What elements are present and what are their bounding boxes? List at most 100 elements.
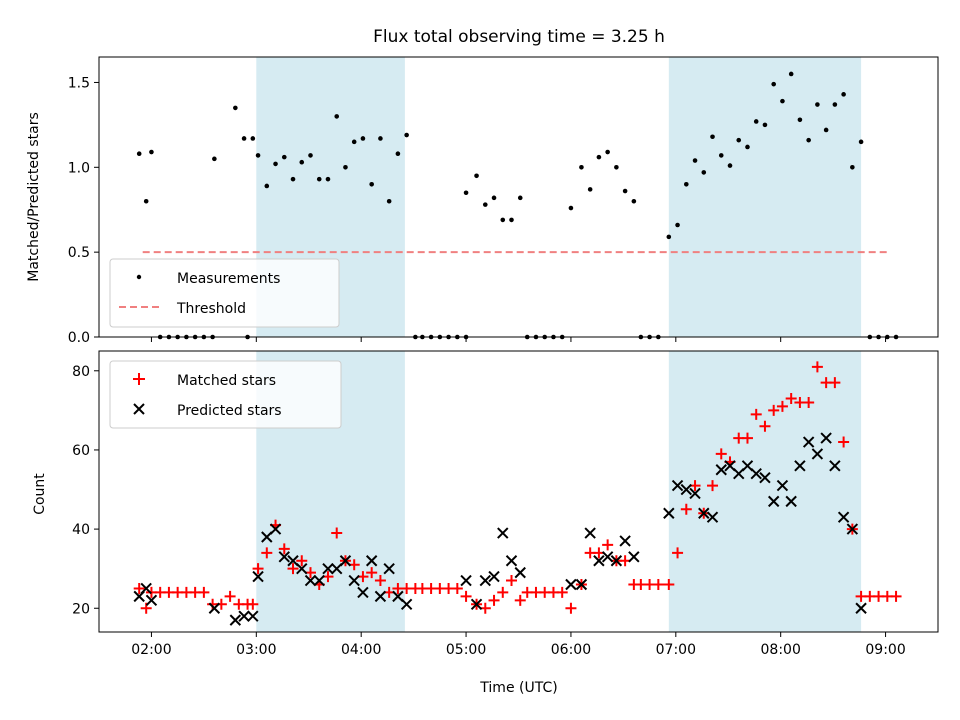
legend-measurements-icon bbox=[136, 274, 142, 280]
measurement-point bbox=[334, 114, 340, 119]
predicted-star-point bbox=[247, 610, 259, 622]
measurement-point bbox=[463, 190, 469, 196]
measurement-point bbox=[517, 195, 523, 201]
predicted-star-point bbox=[313, 574, 325, 587]
top-legend-box bbox=[109, 258, 340, 328]
bottom-legend: Matched stars Predicted stars bbox=[109, 360, 342, 429]
predicted-star-point bbox=[339, 555, 352, 567]
matched-star-point bbox=[750, 408, 762, 420]
measurement-point bbox=[832, 102, 838, 107]
legend-predicted-label: Predicted stars bbox=[177, 403, 282, 419]
measurement-point bbox=[797, 117, 803, 123]
measurement-point bbox=[815, 102, 820, 107]
legend-measurements-label: Measurements bbox=[177, 271, 280, 287]
measurement-point bbox=[316, 176, 322, 182]
bottom-xtick-label: 08:00 bbox=[761, 642, 801, 658]
bottom-ytick-label: 60 bbox=[72, 443, 90, 459]
predicted-star-point bbox=[671, 479, 684, 492]
predicted-star-point bbox=[829, 460, 841, 472]
matched-star-point bbox=[366, 567, 378, 579]
matched-star-point bbox=[331, 527, 343, 539]
top-ytick-label: 1.0 bbox=[68, 160, 90, 176]
predicted-star-point bbox=[365, 555, 378, 567]
figure-title: Flux total observing time = 3.25 h bbox=[373, 27, 665, 47]
measurement-point bbox=[482, 202, 488, 207]
matched-star-point bbox=[652, 579, 664, 591]
bottom-xtick-label: 05:00 bbox=[446, 642, 486, 658]
measurement-point bbox=[241, 136, 247, 141]
matched-star-point bbox=[785, 392, 797, 404]
top-axes-frame bbox=[98, 56, 939, 338]
matched-star-point bbox=[890, 590, 902, 602]
predicted-star-point bbox=[497, 527, 509, 539]
matched-star-point bbox=[451, 582, 463, 594]
matched-star-point bbox=[829, 377, 841, 389]
measurement-point bbox=[587, 187, 593, 192]
bottom-ytick-label: 80 bbox=[72, 364, 90, 380]
predicted-star-point bbox=[348, 574, 360, 587]
predicted-star-point bbox=[460, 574, 472, 587]
measurement-point bbox=[841, 92, 846, 97]
predicted-star-point bbox=[680, 483, 693, 496]
measurement-point bbox=[386, 198, 392, 204]
measurement-point bbox=[212, 156, 217, 162]
measurement-point bbox=[666, 234, 672, 240]
matched-star-point bbox=[133, 582, 145, 594]
matched-star-point bbox=[247, 598, 259, 610]
matched-star-point bbox=[715, 448, 727, 460]
bottom-ytick-label: 40 bbox=[72, 522, 90, 538]
predicted-star-point bbox=[229, 614, 242, 626]
measurement-point bbox=[136, 151, 142, 157]
predicted-star-point bbox=[479, 574, 491, 587]
matched-star-point bbox=[602, 539, 614, 551]
predicted-star-point bbox=[269, 523, 282, 535]
legend-threshold-label: Threshold bbox=[176, 301, 246, 317]
predicted-star-point bbox=[601, 551, 614, 563]
matched-star-point bbox=[663, 579, 675, 591]
matched-star-point bbox=[672, 547, 684, 559]
top-legend: Measurements Threshold bbox=[109, 258, 340, 328]
measurement-point bbox=[325, 176, 331, 182]
legend-matched-icon bbox=[133, 373, 145, 385]
matched-star-point bbox=[768, 404, 780, 416]
measurement-point bbox=[710, 134, 715, 140]
measurement-point bbox=[736, 137, 742, 143]
predicted-star-point bbox=[322, 562, 334, 575]
predicted-star-point bbox=[776, 479, 789, 492]
predicted-star-point bbox=[470, 598, 483, 611]
matched-star-point bbox=[488, 594, 500, 606]
top-ytick-label: 1.5 bbox=[68, 75, 90, 91]
measurement-point bbox=[369, 181, 374, 187]
bottom-xlabel: Time (UTC) bbox=[479, 680, 557, 696]
predicted-star-point bbox=[689, 487, 701, 500]
top-ytick-label: 0.5 bbox=[68, 245, 90, 261]
bottom-axes-frame bbox=[98, 350, 939, 633]
measurement-point bbox=[727, 163, 733, 168]
bottom-panel: 02:00 03:00 04:00 05:00 06:00 07:00 08:00 09:00… bbox=[32, 350, 939, 696]
measurement-point bbox=[701, 170, 707, 175]
matched-star-point bbox=[776, 400, 788, 412]
measurement-point bbox=[622, 188, 628, 194]
measurement-point bbox=[250, 136, 256, 141]
measurement-point bbox=[631, 198, 637, 204]
predicted-star-point bbox=[584, 527, 596, 539]
measurement-point bbox=[474, 173, 479, 179]
matched-star-point bbox=[741, 432, 753, 444]
matched-star-point bbox=[556, 586, 568, 598]
measurement-point bbox=[143, 198, 149, 204]
predicted-star-point bbox=[252, 570, 264, 583]
measurement-point bbox=[605, 149, 610, 155]
measurement-point bbox=[360, 136, 366, 141]
predicted-star-point bbox=[802, 436, 815, 448]
measurement-point bbox=[395, 151, 401, 157]
top-panel: 0.0 0.5 1.0 1.5 Matched/Predicted stars Mea… bbox=[26, 56, 939, 346]
measurement-point bbox=[762, 122, 768, 128]
predicted-star-point bbox=[278, 551, 290, 563]
matched-star-point bbox=[811, 361, 823, 373]
predicted-star-point bbox=[628, 551, 640, 563]
measurement-point bbox=[858, 139, 864, 145]
predicted-star-point bbox=[715, 464, 727, 476]
predicted-star-point bbox=[750, 467, 762, 480]
bottom-xtick-label: 09:00 bbox=[865, 642, 905, 658]
